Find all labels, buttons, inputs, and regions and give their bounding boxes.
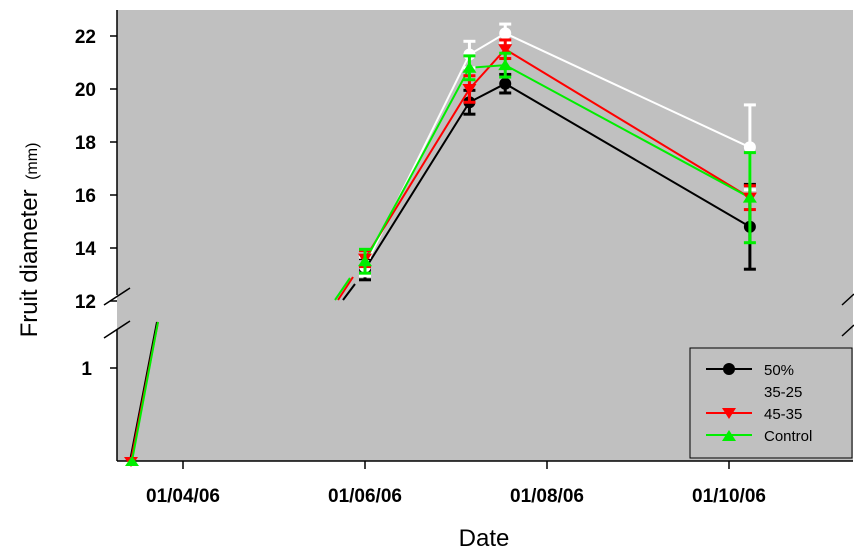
y-upper-ticks: 12 14 16 18 20 22 [75,27,117,313]
y-tick-label: 20 [75,80,96,101]
data-point [499,27,512,40]
legend-marker-control [722,430,736,441]
legend-box [689,347,853,459]
x-tick-label: 01/06/06 [328,486,402,507]
legend-marker-45-35 [722,408,736,419]
pre-segment-green [334,277,351,301]
data-point [742,191,757,203]
data-point [499,77,512,90]
series-line [364,82,751,270]
data-point [743,141,756,154]
data-point [462,84,477,95]
data-point [462,61,477,73]
y-tick-label: 1 [81,359,92,380]
x-tick-label: 01/08/06 [510,486,584,507]
data-point [358,255,372,267]
y-tick-label: 18 [75,133,96,154]
pre-june-segments [334,276,356,301]
x-ticks: 01/04/06 01/06/06 01/08/06 01/10/06 [146,461,766,507]
legend-marker-50 [723,363,735,375]
y-tick-label: 16 [75,186,96,207]
y-axis-break-mark-upper [103,287,131,306]
right-break-mark-lower [841,324,854,337]
early-marker-green [125,456,139,466]
y-tick-label: 14 [75,239,97,260]
legend: 50% 35-25 45-35 Control [689,347,853,459]
legend-label-control: Control [764,428,812,445]
legend-label-50: 50% [764,362,794,379]
y-tick-label: 12 [75,292,96,313]
data-point [498,44,513,56]
pre-segment-red [337,276,354,301]
legend-label-35-25: 35-25 [764,384,802,401]
y-axis-break-mark-lower [103,320,131,339]
early-segments [124,321,159,467]
x-axis-label: Date [459,525,510,550]
y-axis-label-text: Fruit diameter (mm) [16,143,43,338]
early-segment-green [131,321,159,462]
pre-segment-black [342,283,356,301]
y-lower-ticks: 1 [81,359,117,380]
series-line [364,64,751,262]
series-line [364,47,751,260]
y-axis-label-group: Fruit diameter (mm) [16,143,43,338]
y-axis-unit: (mm) [24,143,41,180]
y-axis-label: Fruit diameter [16,189,43,337]
data-point [498,59,513,71]
series-layer [358,22,757,282]
right-break-mark-upper [841,293,854,306]
x-tick-label: 01/04/06 [146,486,220,507]
y-tick-label: 22 [75,27,96,48]
series-line [364,32,751,267]
x-tick-label: 01/10/06 [692,486,766,507]
legend-label-45-35: 45-35 [764,406,802,423]
